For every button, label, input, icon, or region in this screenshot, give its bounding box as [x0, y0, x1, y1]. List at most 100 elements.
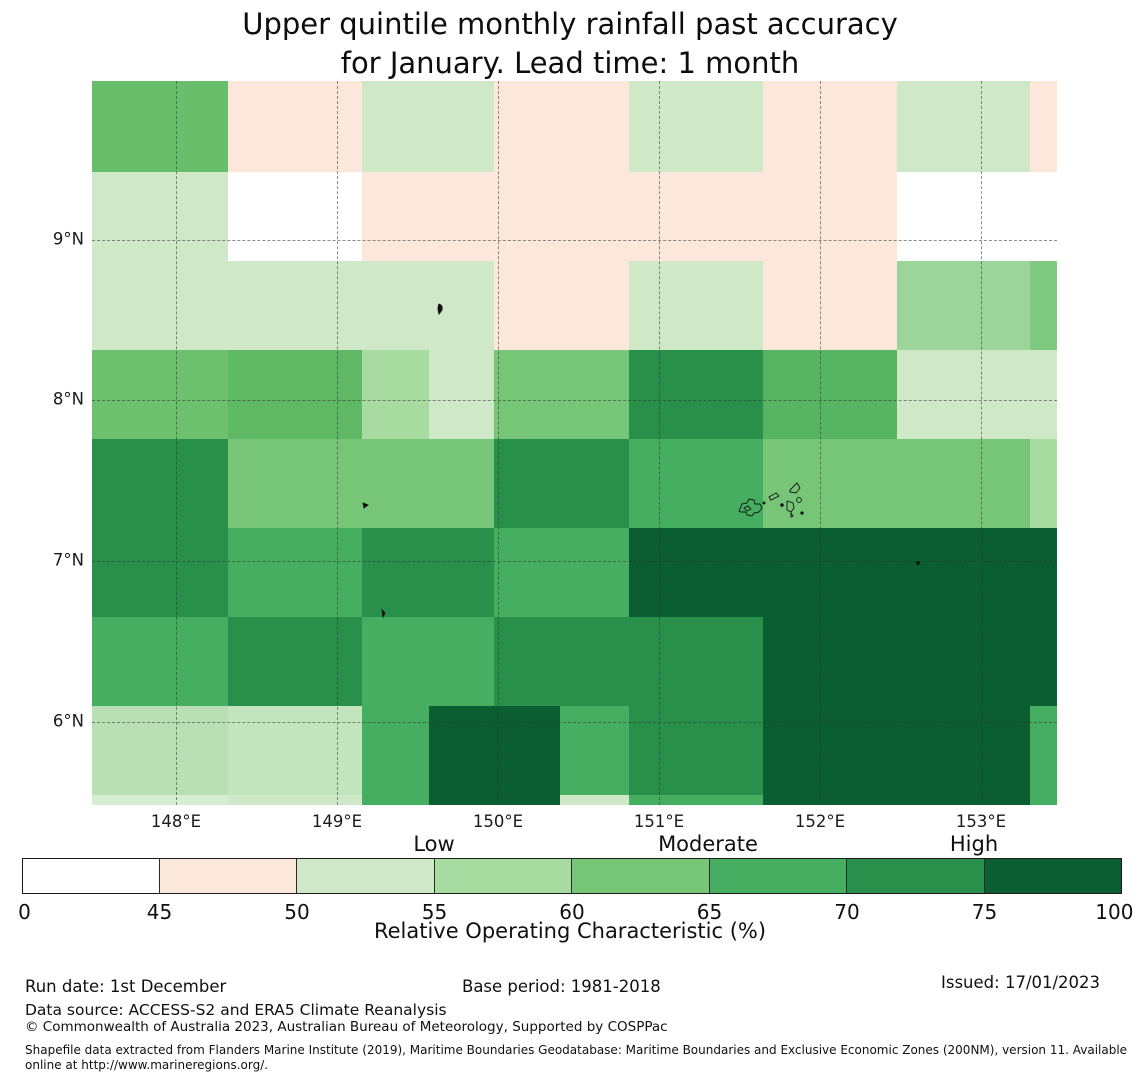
map-gridline-vertical: [176, 81, 177, 805]
map-cell: [763, 172, 897, 261]
map-cell: [429, 795, 494, 805]
map-cell: [362, 172, 494, 261]
footer-data-source: Data source: ACCESS-S2 and ERA5 Climate …: [25, 1001, 447, 1019]
map-cell: [429, 706, 494, 795]
footer-run-date: Run date: 1st December: [25, 977, 227, 996]
map-cell: [228, 617, 362, 706]
footer-base-period: Base period: 1981-2018: [462, 977, 661, 996]
lon-tick-label: 149°E: [311, 812, 363, 831]
colorbar-tick-label: 0: [18, 900, 31, 924]
map-cell: [629, 706, 763, 795]
map-cell: [1030, 261, 1057, 350]
map-gridline-vertical: [337, 81, 338, 805]
colorbar-zone-label: High: [949, 832, 999, 856]
map-cell: [763, 617, 897, 706]
map-cell: [629, 528, 763, 617]
lat-tick-label: 8°N: [52, 389, 84, 409]
map-cell: [1030, 172, 1057, 261]
map-cell: [228, 172, 362, 261]
map-gridline-horizontal: [92, 561, 1057, 562]
map-cell: [897, 528, 1030, 617]
lat-tick-label: 6°N: [52, 711, 84, 731]
map-cell: [763, 261, 897, 350]
colorbar-segment: [22, 858, 160, 894]
map-cell: [494, 81, 629, 172]
map-cell: [763, 439, 897, 528]
map-cell: [228, 528, 362, 617]
colorbar-tick-label: 100: [1095, 900, 1134, 924]
colorbar-zone-label: Moderate: [658, 832, 758, 856]
chart-title-line2: for January. Lead time: 1 month: [340, 46, 800, 80]
map-cell: [362, 439, 494, 528]
map-cell: [92, 172, 228, 261]
colorbar-tick-label: 45: [146, 900, 173, 924]
map-cell: [494, 617, 629, 706]
map-cell: [629, 350, 763, 439]
map-cell: [1030, 617, 1057, 706]
lon-tick-label: 153°E: [955, 812, 1007, 831]
footer-shapefile-line1: Shapefile data extracted from Flanders M…: [25, 1043, 1128, 1057]
map-cell: [897, 261, 1030, 350]
map-gridline-vertical: [981, 81, 982, 805]
chart-title-line1: Upper quintile monthly rainfall past acc…: [242, 7, 898, 41]
map-cell: [92, 528, 228, 617]
lon-tick-label: 150°E: [472, 812, 524, 831]
map-cell: [429, 350, 494, 439]
map-cell: [629, 172, 763, 261]
map-cell: [92, 81, 228, 172]
colorbar-segment: [572, 858, 710, 894]
map-cell: [362, 795, 429, 805]
map-gridline-horizontal: [92, 400, 1057, 401]
map-cell: [629, 261, 763, 350]
map-gridline-vertical: [820, 81, 821, 805]
map-cell: [1030, 706, 1057, 795]
colorbar-tick-label: 65: [696, 900, 723, 924]
colorbar-segment: [159, 858, 297, 894]
map-cell: [494, 439, 629, 528]
map-cell: [560, 795, 629, 805]
map-cell: [228, 350, 362, 439]
lon-tick-label: 148°E: [150, 812, 202, 831]
map-cell: [362, 706, 429, 795]
colorbar-segment: [297, 858, 435, 894]
map-cell: [362, 350, 429, 439]
map-cell: [494, 350, 629, 439]
map-cell: [228, 261, 362, 350]
lon-tick-label: 152°E: [794, 812, 846, 831]
map-cell: [228, 81, 362, 172]
map-cell: [228, 795, 362, 805]
map-cell: [763, 706, 897, 795]
map-cell: [763, 81, 897, 172]
map-cell: [362, 261, 494, 350]
footer-copyright: © Commonwealth of Australia 2023, Austra…: [25, 1019, 668, 1035]
map-cell: [494, 261, 629, 350]
colorbar-axis-label: Relative Operating Characteristic (%): [373, 919, 767, 943]
map-cell: [629, 795, 763, 805]
colorbar-zone-label: Low: [413, 832, 455, 856]
map-cell: [92, 617, 228, 706]
lon-tick-label: 151°E: [633, 812, 685, 831]
colorbar-tick-label: 60: [559, 900, 585, 924]
map-cell: [494, 706, 560, 795]
map-cell: [362, 617, 494, 706]
map-cell: [763, 795, 897, 805]
map-cell: [897, 617, 1030, 706]
map-cell: [629, 617, 763, 706]
map-gridline-horizontal: [92, 722, 1057, 723]
map-cell: [897, 172, 1030, 261]
map-gridline-vertical: [498, 81, 499, 805]
map-cell: [92, 706, 228, 795]
colorbar-tick-label: 50: [284, 900, 310, 924]
map-cell: [629, 81, 763, 172]
colorbar-segment: [434, 858, 572, 894]
map-cell: [92, 350, 228, 439]
map-cell: [494, 172, 629, 261]
map-cell: [92, 261, 228, 350]
map-cell: [897, 795, 1030, 805]
map-cell: [494, 528, 629, 617]
map-cell: [362, 528, 494, 617]
map-cell: [362, 81, 494, 172]
map-cell: [1030, 350, 1057, 439]
map-cell: [228, 439, 362, 528]
